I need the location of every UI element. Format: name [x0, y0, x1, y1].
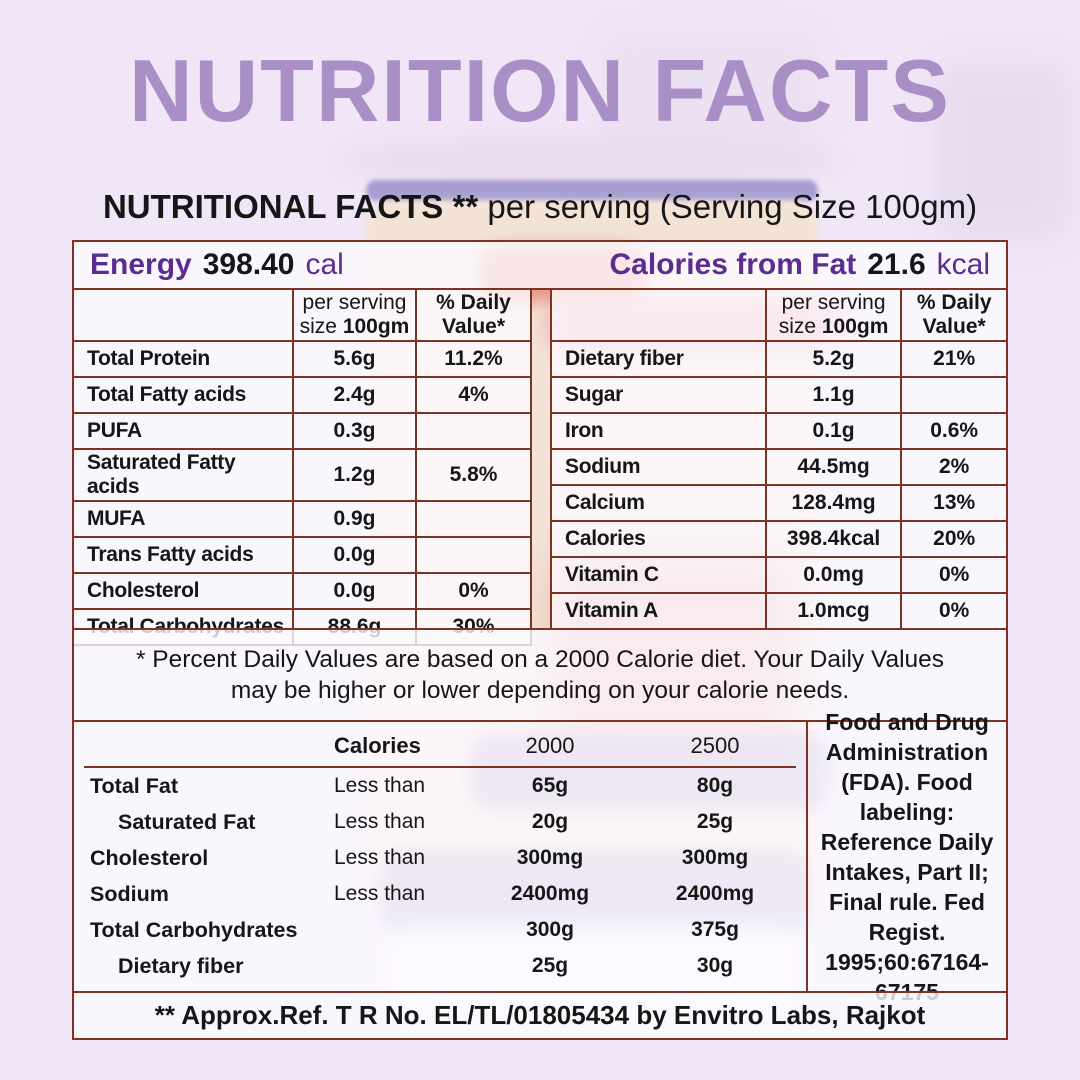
table-header-row: per serving size 100gm % Daily Value*: [550, 288, 1008, 342]
reference-row: Sodium Less than 2400mg 2400mg: [90, 881, 755, 906]
jar-top-ghost: [340, 133, 840, 188]
table-row: Trans Fatty acids 0.0g: [72, 536, 532, 574]
reference-row: Total Fat Less than 65g 80g: [90, 773, 734, 798]
table-row: Vitamin C 0.0mg 0%: [550, 556, 1008, 594]
subtitle-bold: NUTRITIONAL FACTS **: [102, 188, 479, 225]
calories-from-fat-unit: kcal: [936, 248, 990, 281]
nutrient-table-left: per serving size 100gm % Daily Value* To…: [72, 288, 532, 646]
table-row: Sugar 1.1g: [550, 376, 1008, 414]
table-row: Sodium 44.5mg 2%: [550, 448, 1008, 486]
reference-row: Total Carbohydrates 300g 375g: [90, 917, 739, 942]
energy-unit: cal: [305, 248, 344, 281]
table-row: Iron 0.1g 0.6%: [550, 412, 1008, 450]
col-2500-header: 2500: [690, 733, 740, 758]
footnote-line-2: may be higher or lower depending on your…: [230, 677, 850, 704]
daily-value-header: % Daily Value*: [900, 288, 1008, 342]
subtitle-rest: per serving (Serving Size 100gm): [478, 188, 978, 225]
mascot-ghost: [935, 60, 1070, 240]
nutrition-table-sheet: Energy 398.40 cal Calories from Fat 21.6…: [72, 240, 1008, 1040]
table-row: Calories 398.4kcal 20%: [550, 520, 1008, 558]
table-row: Calcium 128.4mg 13%: [550, 484, 1008, 522]
table-header-row: per serving size 100gm % Daily Value*: [72, 288, 532, 342]
lab-reference-bar: ** Approx.Ref. T R No. EL/TL/01805434 by…: [72, 991, 1008, 1040]
lab-reference-text: ** Approx.Ref. T R No. EL/TL/01805434 by…: [154, 1000, 926, 1030]
calories-from-fat-group: Calories from Fat 21.6 kcal: [610, 248, 990, 282]
table-row: Total Fatty acids 2.4g 4%: [72, 376, 532, 414]
table-row: Cholesterol 0.0g 0%: [72, 572, 532, 610]
reference-row: Cholesterol Less than 300mg 300mg: [90, 845, 749, 870]
energy-summary-row: Energy 398.40 cal Calories from Fat 21.6…: [72, 240, 1008, 290]
calorie-reference-table: Calories 2000 2500 Total Fat Less than 65g…: [72, 720, 808, 993]
jar-cap-ghost: [600, 30, 820, 150]
calories-from-fat-value: 21.6: [867, 248, 926, 281]
jar-lid: [366, 180, 818, 201]
energy-group: Energy 398.40 cal: [90, 248, 344, 282]
fda-citation: Food and Drug Administration (FDA). Food…: [806, 709, 1008, 1005]
nutrient-table-right: per serving size 100gm % Daily Value* Di…: [550, 288, 1008, 630]
empty-header-cell: [72, 288, 294, 342]
table-row: Saturated Fatty acids 1.2g 5.8%: [72, 448, 532, 502]
calories-from-fat-label: Calories from Fat: [609, 248, 857, 281]
daily-values-footnote: * Percent Daily Values are based on a 20…: [72, 628, 1008, 722]
table-row: Vitamin A 1.0mcg 0%: [550, 592, 1008, 630]
per-serving-header: per serving size 100gm: [764, 288, 903, 342]
table-row: Total Protein 5.6g 11.2%: [72, 340, 532, 378]
reference-row: Dietary fiber 25g 30g: [118, 953, 734, 978]
reference-header-row: Calories 2000 2500: [74, 726, 806, 766]
calories-header: Calories: [334, 733, 421, 758]
footnote-line-1: * Percent Daily Values are based on a 20…: [135, 646, 945, 673]
energy-value: 398.40: [202, 248, 295, 281]
subtitle: NUTRITIONAL FACTS ** per serving (Servin…: [0, 188, 1080, 226]
reference-row: Saturated Fat Less than 20g 25g: [118, 809, 734, 834]
energy-label: Energy: [90, 248, 192, 281]
daily-value-header: % Daily Value*: [415, 288, 532, 342]
table-row: Dietary fiber 5.2g 21%: [550, 340, 1008, 378]
fda-citation-text: Food and Drug Administration (FDA). Food…: [820, 708, 994, 1005]
page-title: NUTRITION FACTS: [129, 41, 951, 140]
empty-header-cell: [550, 288, 767, 342]
per-serving-header: per serving size 100gm: [292, 288, 417, 342]
table-row: PUFA 0.3g: [72, 412, 532, 450]
col-2000-header: 2000: [525, 733, 575, 758]
table-row: MUFA 0.9g: [72, 500, 532, 538]
header-divider: [84, 766, 796, 768]
